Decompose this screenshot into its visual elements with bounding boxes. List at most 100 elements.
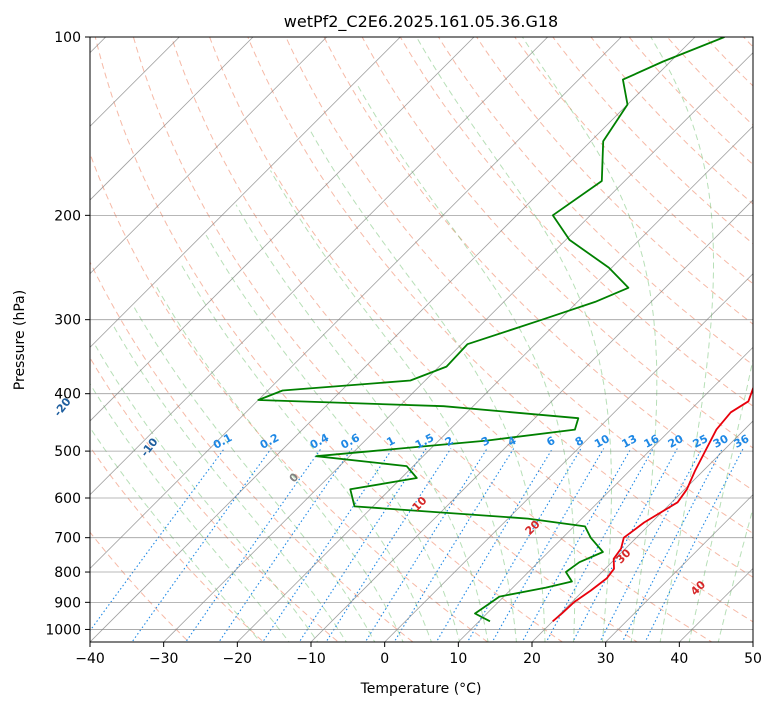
dry-adiabat-line	[132, 37, 638, 642]
y-axis: 100 200 300 400 500 600 700 800 900 1000	[45, 30, 90, 638]
mixing-ratio-label: 10	[592, 432, 612, 451]
y-tick-label: 200	[54, 208, 81, 224]
moist-adiabat-line	[156, 286, 404, 642]
y-tick-label: 400	[54, 387, 81, 403]
x-tick-label: −40	[75, 651, 105, 667]
dry-adiabat-line	[590, 37, 753, 205]
mixing-ratio-line	[521, 448, 632, 642]
moist-adiabat-label: 30	[614, 546, 634, 566]
mixing-ratio-label: 0.6	[339, 431, 363, 452]
mixing-ratio-line	[466, 448, 582, 642]
series-group	[257, 37, 753, 623]
y-tick-label: 800	[54, 565, 81, 581]
x-tick-label: 10	[449, 651, 467, 667]
x-tick-label: −20	[223, 651, 253, 667]
mixing-ratio-line	[218, 448, 353, 642]
dry-adiabat-line	[94, 37, 564, 642]
dewpoint-line	[257, 37, 725, 623]
x-axis: −40 −30 −20 −10 0 10 20 30 40 50	[75, 642, 762, 667]
mixing-ratio-line	[621, 448, 723, 642]
moist-adiabat-line	[235, 204, 489, 642]
mixing-ratio-label: 25	[691, 432, 711, 451]
mixing-ratio-label: 20	[666, 432, 686, 451]
mixing-ratio-label: 13	[620, 432, 640, 451]
x-tick-label: −30	[149, 651, 179, 667]
isotherm-line	[236, 125, 753, 642]
moist-adiabat-line	[309, 130, 546, 642]
temperature-line	[552, 385, 753, 622]
x-tick-label: 40	[670, 651, 688, 667]
isotherm-line	[457, 346, 753, 642]
isotherm-line	[384, 273, 753, 642]
line-labels: 0.10.20.40.611.52346810131620253036-100-…	[51, 395, 752, 598]
y-tick-label: 900	[54, 595, 81, 611]
moist-adiabat-line	[416, 37, 612, 642]
mixing-ratio-label: 30	[711, 432, 731, 451]
dry-adiabat-line	[247, 37, 753, 578]
y-tick-label: 100	[54, 30, 81, 46]
isotherm-line	[163, 52, 753, 642]
mixing-ratio-label: 0.2	[258, 431, 281, 452]
moist-adiabat-line	[113, 326, 347, 642]
y-tick-label: 500	[54, 444, 81, 460]
dry-adiabat-line	[361, 37, 753, 449]
plot-frame	[89, 36, 754, 643]
isotherm-line	[310, 199, 753, 642]
dry-adiabat-label: -10	[138, 435, 161, 459]
mixing-ratio-label: 8	[573, 434, 586, 449]
isotherm-line	[90, 37, 475, 422]
mixing-ratio-line	[599, 448, 703, 642]
dry-adiabat-line	[742, 37, 753, 48]
moist-adiabat-line	[95, 345, 319, 642]
dry-adiabat-line	[90, 261, 414, 642]
mixing-ratio-line	[393, 448, 515, 642]
dry-adiabat-line	[437, 37, 753, 366]
dry-adiabat-line	[628, 37, 753, 166]
mixing-ratio-label: 0.1	[211, 431, 234, 452]
isotherm-line	[605, 494, 753, 642]
moist-adiabat-line	[132, 305, 376, 642]
mixing-ratio-label: 1	[384, 434, 397, 449]
x-tick-label: 30	[597, 651, 615, 667]
mixing-ratio-line	[572, 448, 678, 642]
y-tick-label: 1000	[45, 622, 81, 638]
isotherm-line	[678, 567, 753, 642]
isotherm-line	[90, 37, 696, 642]
moist-adiabat-line	[205, 234, 461, 642]
x-tick-label: 50	[744, 651, 762, 667]
x-tick-label: 0	[380, 651, 389, 667]
moist-adiabat-line	[521, 37, 658, 642]
mixing-ratio-line	[90, 448, 225, 632]
moist-adiabat-line	[717, 506, 753, 642]
mixing-ratio-line	[185, 448, 322, 642]
moist-adiabat-line	[179, 262, 432, 642]
dry-adiabat-line	[514, 37, 753, 285]
mixing-ratio-line	[262, 448, 393, 642]
mixing-ratio-label: 3	[479, 434, 492, 449]
isotherm-line	[90, 37, 622, 569]
mixing-ratio-label: 1.5	[413, 431, 436, 452]
mixing-ratio-line	[325, 448, 452, 642]
isotherm-line	[752, 641, 753, 642]
mixing-ratio-label: 6	[544, 434, 557, 449]
y-axis-label: Pressure (hPa)	[12, 290, 28, 390]
moist-adiabat-line	[688, 357, 753, 642]
y-tick-label: 300	[54, 313, 81, 329]
x-axis-label: Temperature (°C)	[360, 681, 482, 697]
x-tick-label: −10	[296, 651, 326, 667]
y-tick-label: 600	[54, 491, 81, 507]
dry-adiabat-line	[399, 37, 753, 407]
dry-adiabat-line	[90, 446, 265, 642]
grid	[90, 37, 753, 642]
dry-adiabat-line	[755, 10, 775, 654]
x-tick-label: 20	[523, 651, 541, 667]
mixing-ratio-label: 36	[732, 432, 752, 451]
moist-adiabat-line	[356, 83, 576, 642]
moist-adiabat-label: 40	[688, 578, 708, 598]
isotherm-line	[90, 37, 180, 127]
isotherm-line	[90, 37, 549, 496]
dry-adiabat-line	[90, 356, 340, 642]
dry-adiabat-line	[90, 152, 489, 642]
isotherm-line	[531, 420, 753, 642]
